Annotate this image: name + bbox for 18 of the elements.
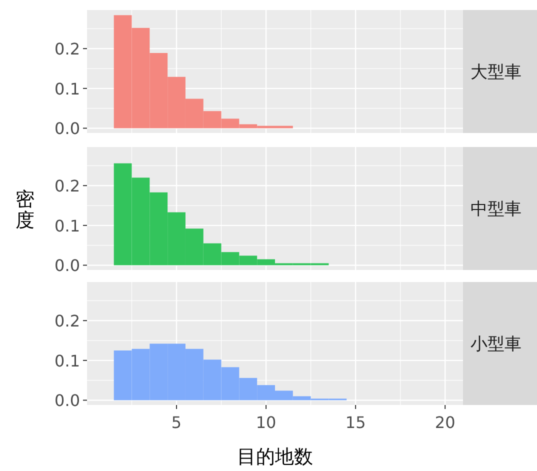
y-tick-label: 0.0 — [54, 119, 80, 138]
y-tick-label: 0.0 — [54, 391, 80, 410]
y-tick-label: 0.1 — [54, 351, 80, 370]
x-tick-label: 10 — [256, 413, 276, 432]
y-tick-label: 0.2 — [54, 40, 80, 59]
y-axis-title: 密度 — [16, 188, 34, 232]
y-tick-label: 0.1 — [54, 79, 80, 98]
y-tick-label: 0.1 — [54, 216, 80, 236]
y-tick-label: 0.2 — [54, 312, 80, 331]
y-tick-label: 0.2 — [54, 176, 80, 196]
text: 小型車 — [470, 334, 522, 354]
x-tick-label: 20 — [434, 413, 456, 432]
text: 中型車 — [470, 200, 522, 220]
text: 大型車 — [470, 62, 522, 82]
x-axis-title: 目的地数 — [237, 446, 313, 468]
x-tick-label: 5 — [171, 413, 182, 432]
y-tick-label: 0.0 — [54, 256, 80, 276]
x-tick-label: 15 — [345, 413, 366, 432]
